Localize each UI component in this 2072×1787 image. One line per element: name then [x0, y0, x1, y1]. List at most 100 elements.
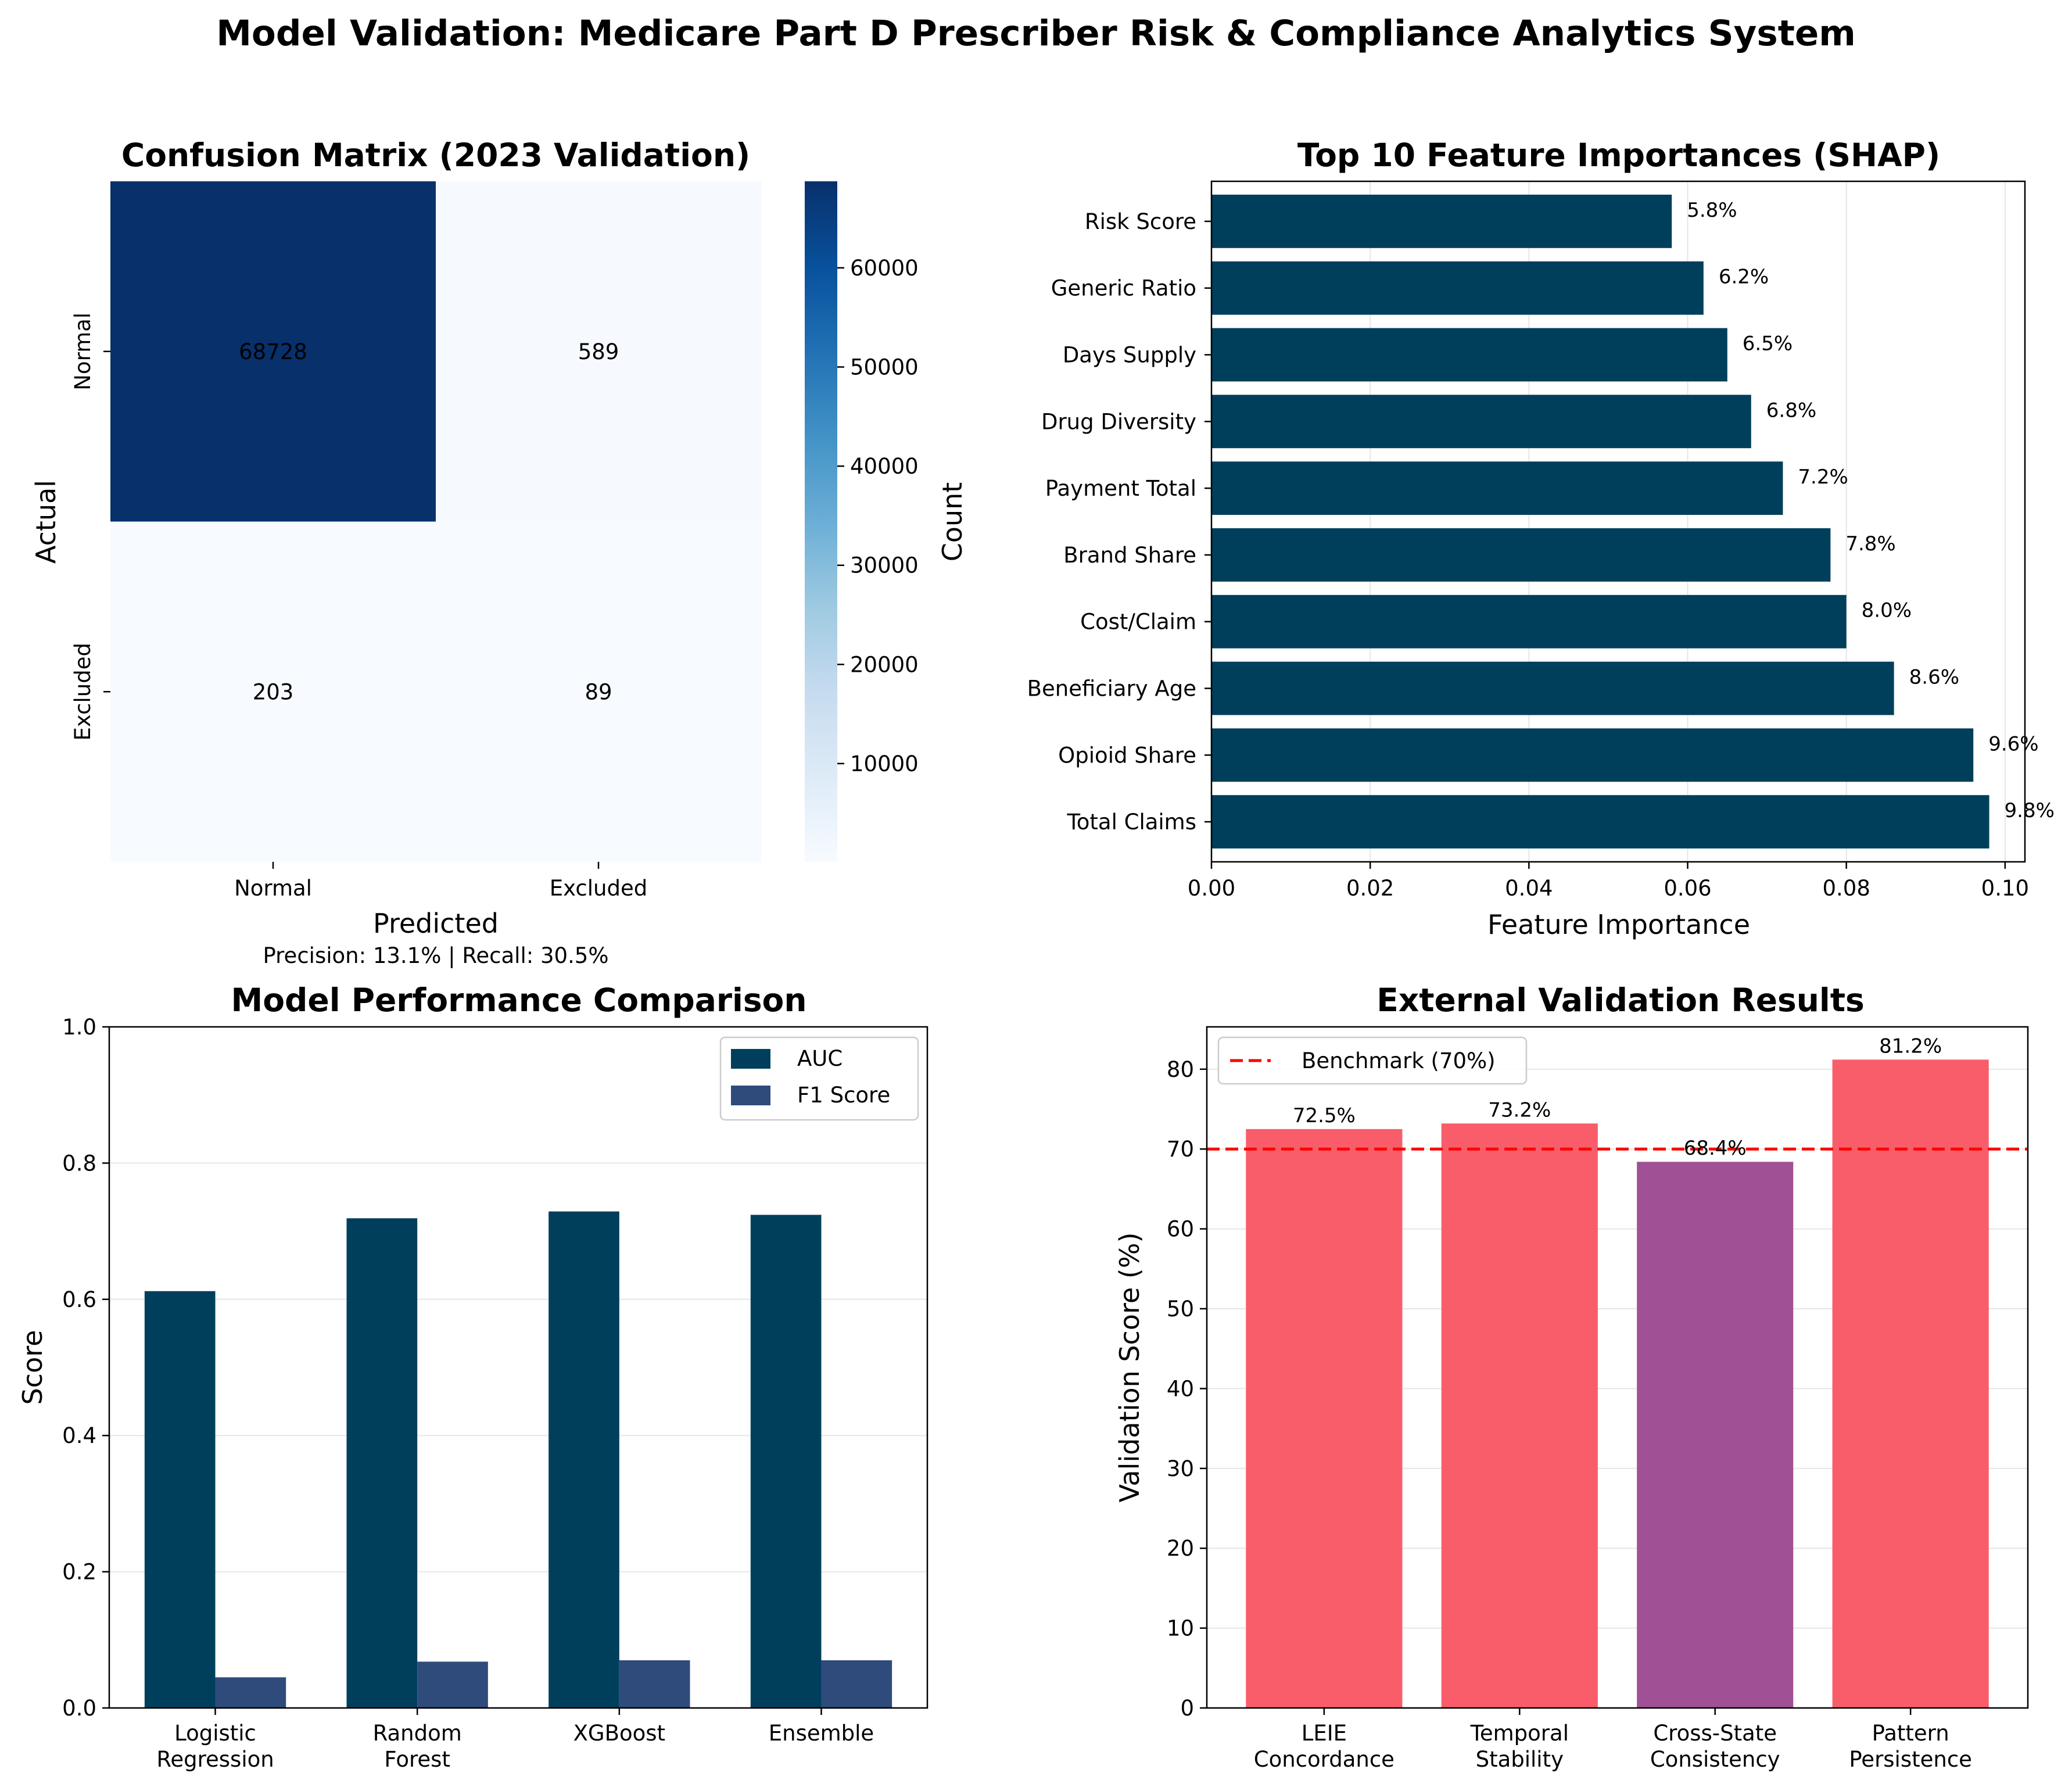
- bar-cross-state-consistency: [1637, 1162, 1794, 1708]
- y-tick-label: 0.2: [62, 1560, 96, 1585]
- bar-beneficiary-age: [1211, 661, 1894, 715]
- legend-box: [1217, 1036, 1528, 1085]
- model-performance-legend: AUC F1 Score: [719, 1036, 919, 1121]
- feature-importance-frame: [1210, 180, 2026, 863]
- bar-f1-score: [215, 1677, 286, 1708]
- colorbar-gradient: [805, 181, 837, 862]
- x-tick-label: Normal: [234, 876, 312, 901]
- legend-swatch-auc: [731, 1049, 770, 1069]
- confusion-cell: [110, 521, 436, 862]
- feature-importance-title: Top 10 Feature Importances (SHAP): [1297, 137, 1940, 174]
- external-validation-ylabel: Validation Score (%): [1114, 1233, 1145, 1503]
- x-tick-label: LEIE Concordance: [1254, 1721, 1395, 1772]
- bar-value-label: 72.5%: [1293, 1104, 1356, 1127]
- bar-cost-claim: [1211, 595, 1847, 649]
- bar-f1-score: [417, 1661, 488, 1708]
- feature-importance-xlabel: Feature Importance: [1487, 909, 1750, 940]
- external-validation-frame: [1206, 1026, 2029, 1709]
- bar-value-label: 7.2%: [1798, 465, 1848, 489]
- confusion-matrix-metrics-note: Precision: 13.1% | Recall: 30.5%: [263, 943, 609, 968]
- y-tick-label: 80: [1167, 1057, 1194, 1082]
- x-tick-label: Pattern Persistence: [1849, 1721, 1972, 1772]
- bar-temporal-stability: [1441, 1123, 1598, 1708]
- bar-risk-score: [1211, 194, 1672, 248]
- x-tick-label: Logistic Regression: [156, 1721, 274, 1772]
- bar-auc: [346, 1218, 418, 1708]
- confusion-matrix-title: Confusion Matrix (2023 Validation): [121, 137, 750, 174]
- bar-value-label: 9.6%: [1988, 732, 2038, 755]
- bar-payment-total: [1211, 461, 1783, 515]
- confusion-cell-label: 89: [585, 679, 612, 704]
- model-performance-ylabel: Score: [17, 1330, 48, 1405]
- confusion-cell-label: 68728: [239, 339, 307, 364]
- confusion-cell: [436, 181, 762, 522]
- confusion-matrix-xlabel: Predicted: [373, 908, 499, 939]
- bar-value-label: 6.8%: [1766, 399, 1816, 422]
- colorbar-tick-label: 60000: [850, 256, 919, 281]
- bar-days-supply: [1211, 328, 1727, 382]
- y-tick-label: Normal: [70, 313, 95, 391]
- y-tick-label: Generic Ratio: [1051, 276, 1196, 301]
- y-tick-label: 0: [1180, 1696, 1194, 1721]
- y-tick-label: 40: [1167, 1376, 1194, 1401]
- bar-auc: [750, 1215, 822, 1708]
- x-tick-label: 0.06: [1664, 876, 1711, 901]
- y-tick-label: 50: [1167, 1297, 1194, 1322]
- feature-importance-axes: 0.00 0.02 0.04 0.06 0.08 0.10: [1188, 862, 2029, 901]
- external-validation-value-labels: 72.5% 73.2% 68.4% 81.2%: [1293, 1034, 1942, 1160]
- feature-importance-bars: 9.8% Total Claims 9.6% Opioid Share 8.6% Bene…: [1027, 194, 2055, 849]
- bar-total-claims: [1211, 795, 1989, 849]
- bar-opioid-share: [1211, 728, 1974, 782]
- bar-value-label: 73.2%: [1488, 1098, 1551, 1122]
- y-tick-label: 60: [1167, 1217, 1194, 1242]
- external-validation-title: External Validation Results: [1376, 982, 1865, 1019]
- model-performance-title: Model Performance Comparison: [231, 982, 807, 1019]
- x-tick-label: Ensemble: [769, 1721, 874, 1746]
- y-tick-label: Total Claims: [1066, 810, 1196, 835]
- y-tick-label: Brand Share: [1063, 543, 1196, 568]
- legend-swatch-f1: [731, 1086, 770, 1105]
- x-tick-label: 0.00: [1188, 876, 1235, 901]
- figure-title: Model Validation: Medicare Part D Prescr…: [216, 13, 1856, 54]
- bar-pattern-persistence: [1832, 1059, 1989, 1708]
- external-validation-axes: 0 10 20 30 40 50 60 70 80 LEIE Concordance Temporal…: [1167, 1057, 1972, 1772]
- y-tick-label: Payment Total: [1045, 476, 1196, 501]
- colorbar: 10000 20000 30000 40000 50000 60000 Count: [805, 181, 968, 862]
- confusion-matrix-axes: Normal Excluded Normal Excluded: [70, 313, 647, 901]
- bar-generic-ratio: [1211, 261, 1704, 315]
- y-tick-label: 10: [1167, 1616, 1194, 1641]
- colorbar-tick-label: 20000: [850, 652, 919, 677]
- x-tick-label: 0.10: [1981, 876, 2029, 901]
- x-tick-label: Temporal Stability: [1470, 1721, 1569, 1772]
- confusion-cell: [110, 181, 436, 522]
- bar-value-label: 7.8%: [1845, 532, 1895, 556]
- colorbar-tick-label: 40000: [850, 454, 919, 479]
- confusion-cell: [436, 521, 762, 862]
- x-tick-label: Random Forest: [373, 1721, 462, 1772]
- y-tick-label: 0.4: [62, 1423, 96, 1448]
- bar-value-label: 81.2%: [1879, 1034, 1942, 1058]
- y-tick-label: 0.0: [62, 1696, 96, 1721]
- bar-value-label: 8.6%: [1909, 666, 1959, 689]
- bar-auc: [549, 1211, 619, 1708]
- y-tick-label: Excluded: [70, 643, 95, 740]
- model-performance-bars: [144, 1211, 892, 1708]
- bar-f1-score: [619, 1660, 690, 1708]
- y-tick-label: Drug Diversity: [1041, 409, 1196, 434]
- external-validation-panel: External Validation Results 72.5% 73.2% 68…: [1114, 982, 2029, 1772]
- confusion-cell-label: 203: [253, 679, 294, 704]
- y-tick-label: 0.6: [62, 1287, 96, 1312]
- colorbar-tick-label: 50000: [850, 355, 919, 380]
- bar-f1-score: [821, 1660, 892, 1708]
- colorbar-ticks: 10000 20000 30000 40000 50000 60000: [837, 256, 919, 776]
- bar-value-label: 9.8%: [2005, 799, 2055, 822]
- model-performance-panel: Model Performance Comparison 0.0 0.2 0.4 0.…: [17, 982, 929, 1772]
- bar-value-label: 5.8%: [1687, 199, 1737, 222]
- legend-label-f1: F1 Score: [797, 1083, 890, 1108]
- y-tick-label: 20: [1167, 1536, 1194, 1561]
- bar-drug-diversity: [1211, 395, 1751, 449]
- y-tick-label: 0.8: [62, 1151, 96, 1176]
- x-tick-label: Cross-State Consistency: [1650, 1721, 1780, 1772]
- y-tick-label: Cost/Claim: [1080, 610, 1196, 635]
